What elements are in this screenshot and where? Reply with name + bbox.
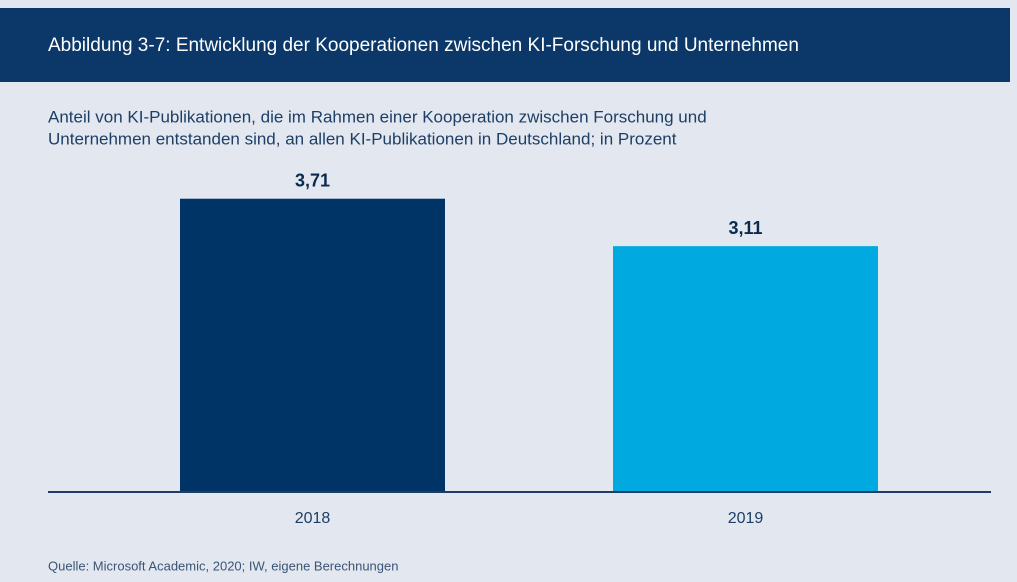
chart-subtitle: Anteil von KI-Publikationen, die im Rahm… — [48, 107, 707, 126]
value-label: 3,11 — [728, 218, 762, 238]
bar — [613, 246, 878, 492]
x-tick-label: 2019 — [728, 510, 764, 527]
x-tick-label: 2018 — [295, 510, 331, 527]
chart-subtitle: Unternehmen entstanden sind, an allen KI… — [48, 129, 677, 148]
bar — [180, 198, 445, 492]
header-bar — [0, 8, 1010, 82]
source-note: Quelle: Microsoft Academic, 2020; IW, ei… — [48, 558, 398, 573]
value-label: 3,71 — [295, 170, 330, 190]
chart-title: Abbildung 3-7: Entwicklung der Kooperati… — [48, 35, 799, 56]
